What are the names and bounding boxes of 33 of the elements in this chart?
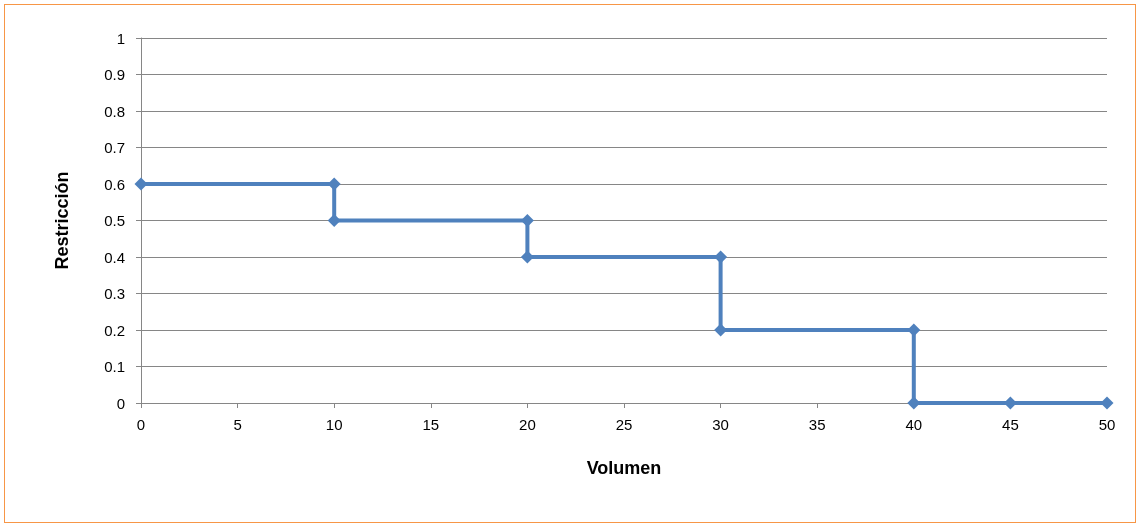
point [907,396,921,410]
x-tick-label: 0 [136,416,146,433]
y-tick-label: 0.1 [104,358,125,375]
x-tick-label: 50 [1098,416,1116,433]
y-tick-label: 0 [116,394,125,412]
x-tick-label: 40 [905,416,923,433]
x-tick-label: 15 [422,416,440,433]
point [907,323,921,337]
x-tick-label: 5 [233,416,242,433]
y-axis-title: Restricción [52,171,72,270]
point [520,214,534,227]
y-tick-label: 0.9 [104,66,125,83]
point [327,214,341,227]
y-tick-label: 0.7 [104,139,125,156]
point [134,177,148,191]
y-tick-label: 0.4 [104,248,125,266]
y-tick-label: 0.3 [104,285,125,302]
point [520,250,534,264]
point [1100,396,1114,410]
x-tick-label: 45 [1002,416,1019,433]
point [327,177,341,191]
y-tick-label: 0.6 [104,175,125,193]
x-axis-title: Volumen [586,458,662,478]
x-tick-label: 20 [519,416,536,433]
x-tick-label: 10 [325,416,343,433]
x-tick-label: 35 [808,416,826,433]
y-tick-label: 0.8 [104,102,125,120]
point [714,250,728,264]
y-tick-label: 1 [116,29,125,47]
x-tick-label: 30 [712,416,729,433]
x-tick-label: 25 [615,416,633,433]
y-tick-label: 0.5 [104,212,125,229]
y-tick-label: 0.2 [104,321,125,339]
